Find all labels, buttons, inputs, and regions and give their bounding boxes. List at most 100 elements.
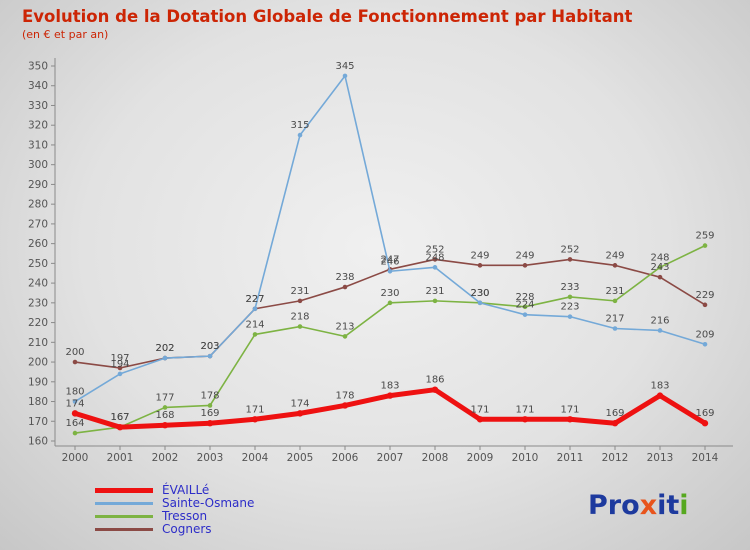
data-point [612,298,618,304]
point-label: 186 [425,375,444,386]
x-tick-label: 2012 [602,452,629,464]
data-point [297,132,303,138]
point-label: 252 [425,244,444,255]
series-sainte-osmane [72,73,708,404]
data-point [342,284,348,290]
data-point [341,402,349,409]
point-label: 315 [290,120,309,131]
x-tick-label: 2002 [152,452,179,464]
legend-swatch-sainte-osmane [95,502,153,505]
y-tick-label: 170 [28,416,48,428]
data-point [657,265,663,270]
point-label: 167 [110,412,129,423]
data-point [521,416,529,423]
data-point [567,257,573,262]
y-tick-label: 250 [28,258,48,270]
x-tick-label: 2004 [242,452,269,464]
x-tick-label: 2011 [557,452,584,464]
point-label: 171 [560,404,579,415]
point-label: 233 [560,282,579,293]
point-label: 214 [245,319,264,330]
legend-item-evaille: ÉVAILLé [95,484,254,497]
series-labels-cogners: 200 197 202 203 227 231 238 247 252 249 249 252 249 2… [65,244,714,364]
data-point [342,334,348,339]
data-point [702,302,708,308]
point-label: 194 [110,359,129,370]
y-tick-label: 290 [28,179,48,191]
point-label: 227 [245,294,264,305]
point-label: 177 [155,392,174,403]
point-label: 169 [605,408,624,419]
y-tick-label: 320 [28,120,48,132]
data-point [252,306,258,312]
logo-letter: i [657,490,667,521]
point-label: 174 [290,398,309,409]
point-label: 231 [290,286,309,297]
data-point [342,73,348,79]
x-tick-label: 2008 [422,452,449,464]
x-tick-label: 2013 [647,452,674,464]
point-label: 174 [65,398,84,409]
point-label: 249 [605,250,624,261]
point-label: 200 [65,347,84,358]
data-point [522,304,528,310]
point-label: 230 [470,288,489,299]
point-label: 168 [155,410,174,421]
x-tick-label: 2001 [107,452,134,464]
data-point [72,359,78,365]
y-tick-label: 220 [28,317,48,329]
data-point [116,423,124,431]
y-tick-label: 280 [28,199,48,211]
legend-item-sainte-osmane: Sainte-Osmane [95,497,254,510]
data-point [296,410,304,417]
point-label: 238 [335,272,354,283]
point-label: 202 [155,343,174,354]
point-label: 209 [695,329,714,340]
legend-label: ÉVAILLé [162,483,210,497]
point-label: 249 [515,250,534,261]
logo-letter: P [588,490,608,521]
legend-swatch-tresson [95,515,153,518]
data-point [162,405,168,410]
y-tick-label: 180 [28,396,48,408]
line-chart: 160 170 180 190 200 210 220 230 240 250 260 270 280 2… [28,58,733,464]
legend-label: Sainte-Osmane [162,496,255,510]
data-point [612,263,618,268]
point-label: 248 [650,252,669,263]
data-point [432,257,438,262]
data-point [161,422,169,429]
point-label: 231 [605,286,624,297]
point-label: 167 [110,412,129,423]
chart-legend: ÉVAILLé Sainte-Osmane Tresson Cogners [95,484,254,536]
point-label: 345 [335,61,354,72]
data-point [251,416,259,423]
x-tick-label: 2006 [332,452,359,464]
data-point [657,328,663,333]
point-label: 197 [110,353,129,364]
point-label: 213 [335,321,354,332]
series-labels-evaille: 174 167 168 169 171 174 178 183 186 171 171 171 169 1… [65,375,714,424]
data-point [656,392,664,399]
data-point [522,263,528,268]
data-point [477,300,483,306]
point-label: 249 [470,250,489,261]
data-point [387,300,393,306]
data-point [431,386,439,393]
data-point [567,314,573,319]
data-point [567,294,573,300]
x-tick-label: 2003 [197,452,224,464]
y-tick-label: 330 [28,100,48,112]
data-point [611,420,619,427]
x-axis: 2000 2001 2002 2003 2004 2005 2006 2007 2008 2009… [62,446,719,464]
data-point [477,263,483,268]
point-label: 183 [380,381,399,392]
y-tick-label: 270 [28,218,48,230]
legend-item-tresson: Tresson [95,510,254,523]
point-label: 248 [425,252,444,263]
point-label: 178 [200,390,219,401]
point-label: 164 [65,418,84,429]
point-label: 171 [245,404,264,415]
point-label: 230 [470,288,489,299]
logo-letter: t [666,490,680,521]
